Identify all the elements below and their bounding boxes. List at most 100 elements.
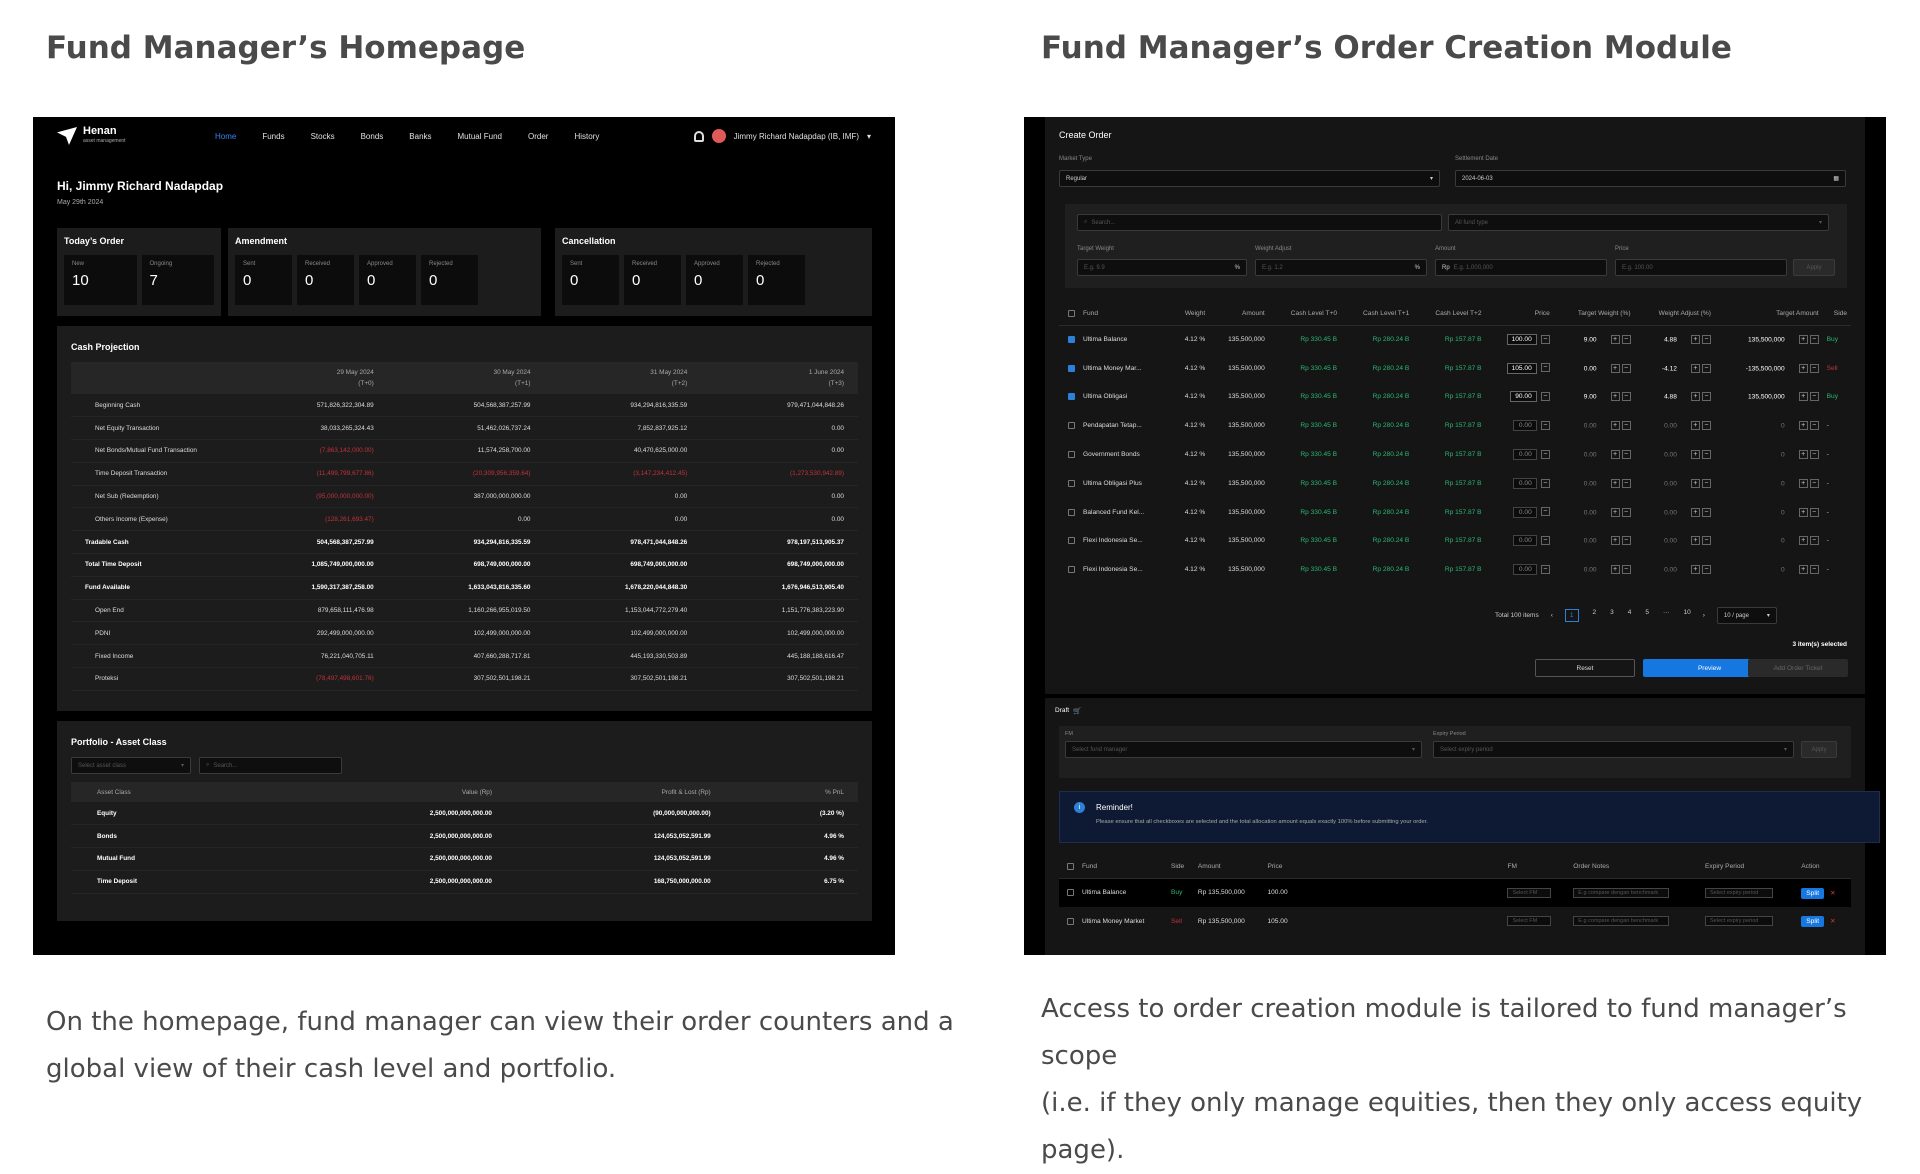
plus-button[interactable]: + [1610, 363, 1620, 373]
minus-button[interactable]: − [1621, 363, 1631, 373]
table-row[interactable]: Balanced Fund Kel... 4.12 % 135,500,000 Rp … [1059, 498, 1851, 527]
page-number[interactable]: 3 [1610, 609, 1614, 616]
plus-button[interactable]: + [1798, 392, 1808, 402]
target-weight-input[interactable]: E.g. 9.9% [1077, 259, 1247, 276]
fund-manager-select[interactable]: Select fund manager ▾ [1065, 741, 1422, 758]
expiry-select[interactable]: Select expiry period [1705, 916, 1774, 927]
table-row[interactable]: Ultima Money Market Sell Rp 135,500,000 105… [1059, 906, 1851, 936]
order-notes-input[interactable]: E.g compare dengan benchmark [1573, 916, 1670, 927]
plus-button[interactable]: + [1610, 392, 1620, 402]
row-checkbox[interactable] [1059, 498, 1079, 527]
minus-button[interactable]: − [1701, 450, 1711, 460]
price-input[interactable]: 0.00 [1512, 535, 1537, 547]
minus-button[interactable]: − [1540, 421, 1550, 431]
page-number[interactable]: 2 [1592, 609, 1597, 616]
minus-button[interactable]: − [1701, 507, 1711, 517]
minus-button[interactable]: − [1809, 536, 1819, 546]
nav-item[interactable]: Funds [262, 131, 285, 141]
settlement-date-input[interactable]: 2024-06-03 ▦ [1455, 170, 1846, 187]
table-row[interactable]: Ultima Obligasi Plus 4.12 % 135,500,000 Rp … [1059, 469, 1851, 498]
price-input[interactable]: 0.00 [1512, 420, 1537, 432]
draft-tab[interactable]: Draft 🛒 [1055, 707, 1082, 715]
minus-button[interactable]: − [1621, 478, 1631, 488]
fund-search-input[interactable]: ⌕ Search... [1077, 214, 1442, 231]
reset-button[interactable]: Reset [1535, 659, 1635, 677]
plus-button[interactable]: + [1690, 478, 1700, 488]
plus-button[interactable]: + [1690, 392, 1700, 402]
row-checkbox[interactable] [1059, 878, 1078, 907]
table-row[interactable]: Ultima Balance Buy Rp 135,500,000 100.00 Sel… [1059, 878, 1851, 907]
page-number[interactable]: ··· [1663, 609, 1670, 616]
page-number[interactable]: 4 [1627, 609, 1632, 616]
price-input[interactable]: 0.00 [1512, 564, 1537, 576]
minus-button[interactable]: − [1540, 507, 1550, 517]
minus-button[interactable]: − [1809, 478, 1819, 488]
table-row[interactable]: Flexi Indonesia Se... 4.12 % 135,500,000 Rp… [1059, 555, 1851, 584]
minus-button[interactable]: − [1540, 392, 1550, 402]
portfolio-column-header[interactable]: Profit & Lost (Rp) [506, 782, 725, 802]
plus-button[interactable]: + [1798, 335, 1808, 345]
minus-button[interactable]: − [1809, 421, 1819, 431]
expiry-period-select[interactable]: Select expiry period ▾ [1433, 741, 1794, 758]
user-name[interactable]: Jimmy Richard Nadapdap (IB, IMF) [733, 131, 859, 141]
row-checkbox[interactable] [1059, 325, 1079, 354]
minus-button[interactable]: − [1701, 392, 1711, 402]
price-cell[interactable]: 90.00− [1486, 383, 1554, 412]
minus-button[interactable]: − [1621, 335, 1631, 345]
row-checkbox[interactable] [1059, 411, 1079, 440]
avatar[interactable] [711, 129, 726, 143]
expiry-select[interactable]: Select expiry period [1705, 887, 1774, 898]
bell-icon[interactable] [693, 130, 704, 142]
brand-logo[interactable]: Henan asset management [57, 126, 185, 146]
plus-button[interactable]: + [1798, 363, 1808, 373]
page-number[interactable]: 10 [1683, 609, 1691, 616]
chevron-down-icon[interactable]: ▾ [866, 131, 871, 141]
page-number[interactable]: 5 [1645, 609, 1650, 616]
table-row[interactable]: Ultima Balance 4.12 % 135,500,000 Rp 330.45… [1059, 325, 1851, 354]
plus-button[interactable]: + [1690, 363, 1700, 373]
plus-button[interactable]: + [1690, 536, 1700, 546]
plus-button[interactable]: + [1610, 450, 1620, 460]
price-input[interactable]: 0.00 [1512, 506, 1537, 518]
minus-button[interactable]: − [1701, 536, 1711, 546]
nav-item[interactable]: Mutual Fund [457, 131, 502, 141]
portfolio-search-input[interactable]: ⌕ Search... [199, 757, 342, 774]
minus-button[interactable]: − [1621, 565, 1631, 575]
market-type-select[interactable]: Regular ▾ [1059, 170, 1440, 187]
price-input[interactable]: E.g. 100.00 [1615, 259, 1787, 276]
minus-button[interactable]: − [1809, 363, 1819, 373]
price-cell[interactable]: 0.00− [1486, 527, 1554, 556]
nav-item[interactable]: History [574, 131, 600, 141]
minus-button[interactable]: − [1809, 392, 1819, 402]
row-checkbox[interactable] [1059, 469, 1079, 498]
price-input[interactable]: 0.00 [1512, 477, 1537, 489]
table-row[interactable]: Government Bonds 4.12 % 135,500,000 Rp 330.… [1059, 440, 1851, 469]
minus-button[interactable]: − [1621, 507, 1631, 517]
nav-item[interactable]: Order [527, 131, 549, 141]
minus-button[interactable]: − [1540, 478, 1550, 488]
row-checkbox[interactable] [1059, 383, 1079, 412]
plus-button[interactable]: + [1690, 421, 1700, 431]
amount-input[interactable]: Rp E.g. 1,000,000 [1435, 259, 1607, 276]
prev-page-icon[interactable]: ‹ [1550, 612, 1553, 619]
weight-adjust-input[interactable]: E.g. 1.2% [1255, 259, 1427, 276]
plus-button[interactable]: + [1690, 450, 1700, 460]
select-all-checkbox[interactable] [1059, 856, 1078, 879]
minus-button[interactable]: − [1540, 449, 1550, 459]
minus-button[interactable]: − [1701, 335, 1711, 345]
plus-button[interactable]: + [1798, 450, 1808, 460]
price-cell[interactable]: 0.00− [1486, 555, 1554, 584]
price-cell[interactable]: 0.00− [1486, 411, 1554, 440]
price-cell[interactable]: 0.00− [1486, 498, 1554, 527]
table-row[interactable]: Bonds 2,500,000,000,000.00 124,053,052,591… [71, 824, 858, 849]
nav-item[interactable]: Bonds [360, 131, 384, 141]
fm-select[interactable]: Select FM [1507, 887, 1552, 898]
minus-button[interactable]: − [1540, 334, 1550, 344]
row-checkbox[interactable] [1059, 555, 1079, 584]
select-all-checkbox[interactable] [1059, 303, 1079, 326]
table-row[interactable]: Ultima Money Mar... 4.12 % 135,500,000 Rp 3… [1059, 354, 1851, 383]
portfolio-column-header[interactable]: Asset Class [71, 782, 276, 802]
price-cell[interactable]: 0.00− [1486, 469, 1554, 498]
fund-type-select[interactable]: All fund type ▾ [1448, 214, 1829, 231]
plus-button[interactable]: + [1610, 536, 1620, 546]
